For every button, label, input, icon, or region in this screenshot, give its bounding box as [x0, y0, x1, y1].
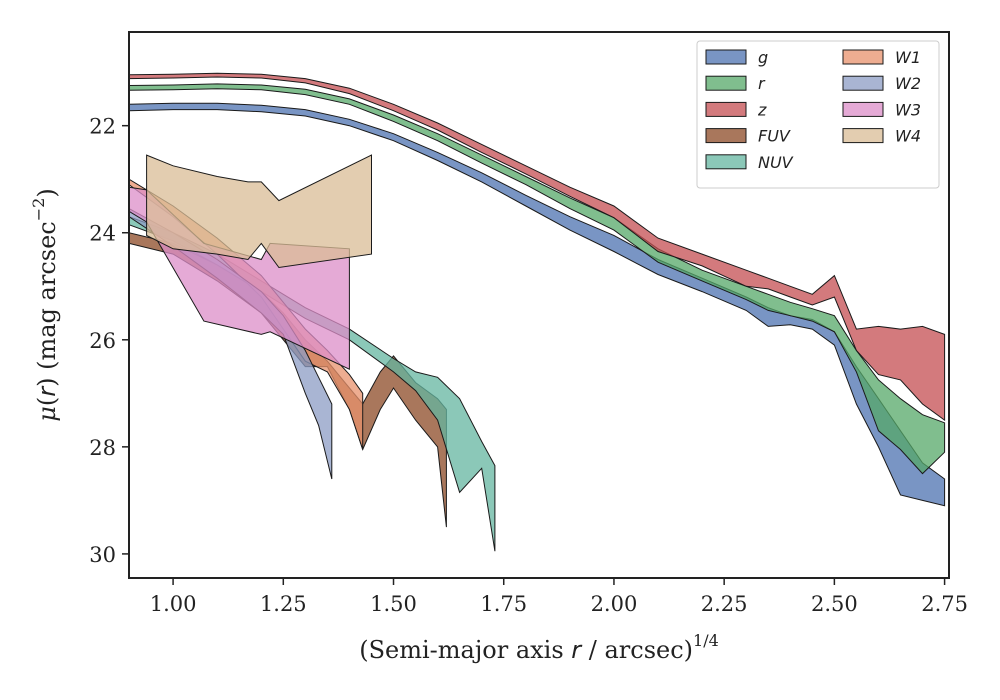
legend-label-w2: W2 — [895, 74, 921, 93]
x-tick-label: 2.00 — [591, 592, 638, 616]
y-axis: 22 24 26 28 30 — [89, 115, 129, 567]
legend-swatch-w1 — [842, 49, 884, 65]
legend-label-g: g — [758, 48, 768, 67]
y-tick-label: 26 — [89, 329, 116, 353]
legend-label-w1: W1 — [895, 48, 921, 67]
legend-swatch-w2 — [842, 75, 884, 91]
y-tick-label: 28 — [89, 436, 116, 460]
legend-swatch-nuv — [705, 154, 747, 170]
legend-label-w3: W3 — [895, 100, 921, 119]
y-tick-label: 22 — [89, 115, 116, 139]
x-axis-label: (Semi-major axis r / arcsec)1/4 — [359, 631, 719, 664]
band-w4 — [146, 154, 372, 269]
x-tick-label: 2.75 — [921, 592, 968, 616]
legend-swatch-fuv — [705, 128, 747, 144]
y-axis-label: μ(r) (mag arcsec−2) — [29, 188, 61, 421]
x-tick-label: 2.50 — [811, 592, 858, 616]
legend-label-w4: W4 — [895, 127, 921, 146]
x-tick-label: 1.00 — [150, 592, 197, 616]
band-g — [129, 102, 946, 507]
x-tick-label: 1.75 — [480, 592, 527, 616]
band-r — [129, 83, 946, 475]
legend-swatch-z — [705, 101, 747, 117]
x-tick-label: 1.50 — [370, 592, 417, 616]
series-bands — [129, 72, 946, 552]
legend-label-z: z — [757, 100, 767, 119]
legend-label-fuv: FUV — [758, 127, 791, 146]
legend-swatch-g — [705, 49, 747, 65]
legend-swatch-w4 — [842, 128, 884, 144]
legend-swatch-r — [705, 75, 747, 91]
y-tick-label: 30 — [89, 543, 116, 567]
legend-swatch-w3 — [842, 101, 884, 117]
y-tick-label: 24 — [89, 222, 116, 246]
plot-frame — [128, 31, 950, 579]
x-tick-label: 1.25 — [260, 592, 307, 616]
x-axis: 1.00 1.25 1.50 1.75 2.00 2.25 2.50 2.75 — [150, 578, 968, 616]
legend: grz FUV NUV W1 W2 W3 W4 — [696, 40, 940, 189]
legend-label-r: r — [758, 74, 766, 93]
band-z — [129, 72, 946, 422]
legend-label-nuv: NUV — [758, 153, 794, 172]
x-tick-label: 2.25 — [701, 592, 748, 616]
